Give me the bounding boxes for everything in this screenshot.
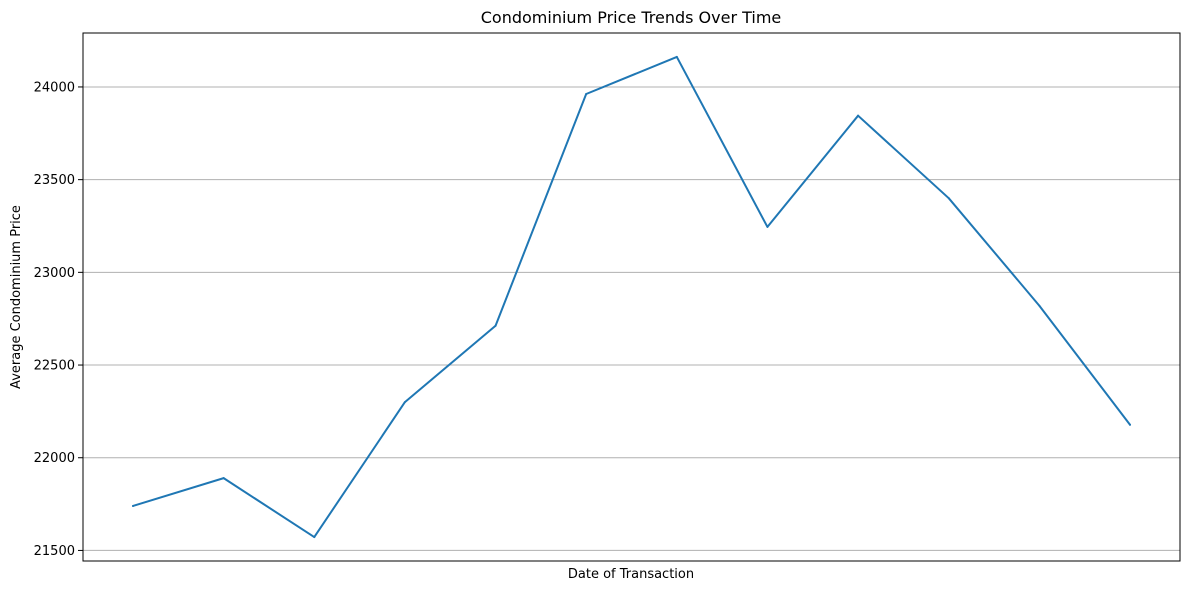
- y-tick-label: 22500: [34, 359, 75, 374]
- data-point: [313, 536, 316, 539]
- x-axis-label: Date of Transaction: [568, 567, 694, 582]
- data-point: [857, 114, 860, 117]
- y-axis-label: Average Condominium Price: [9, 205, 24, 389]
- data-point: [403, 401, 406, 404]
- data-point: [947, 197, 950, 200]
- data-point: [1129, 423, 1131, 426]
- data-point: [1038, 304, 1041, 307]
- chart-title: Condominium Price Trends Over Time: [481, 8, 782, 27]
- y-tick-label: 22000: [34, 451, 75, 466]
- y-tick-label: 23500: [34, 173, 75, 188]
- y-tick-label: 23000: [34, 266, 75, 281]
- data-point: [766, 225, 769, 228]
- data-point: [132, 504, 134, 507]
- gridlines: [83, 86, 1180, 551]
- y-axis-ticks: 21500 22000 22500 23000 23500 24000: [34, 80, 83, 559]
- data-point: [494, 324, 497, 327]
- series-layer: [132, 55, 1131, 539]
- plot-area-frame: [82, 32, 1181, 562]
- data-point: [675, 55, 678, 58]
- y-tick-label: 21500: [34, 544, 75, 559]
- data-point: [585, 92, 588, 95]
- y-tick-label: 24000: [34, 80, 75, 95]
- series-line: [132, 55, 1131, 539]
- data-point: [222, 477, 225, 480]
